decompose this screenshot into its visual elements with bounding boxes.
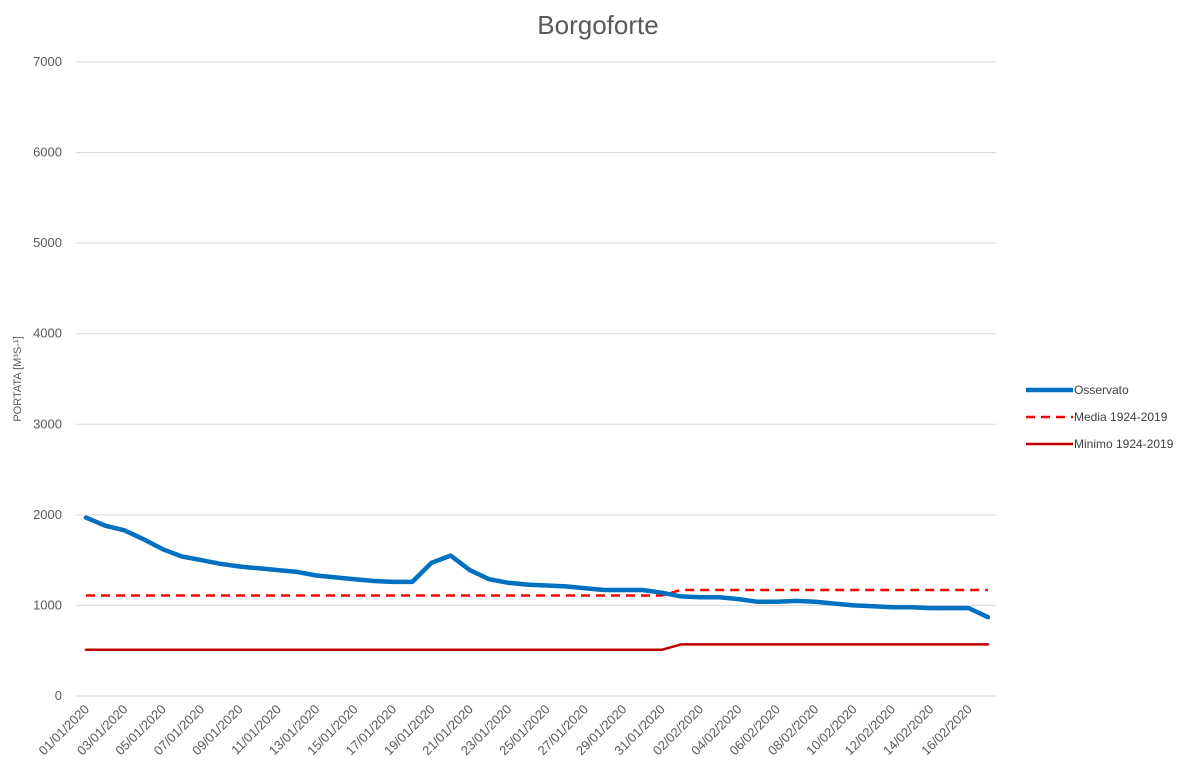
y-tick-label: 4000 bbox=[33, 326, 62, 341]
chart-title: Borgoforte bbox=[537, 10, 658, 40]
y-tick-label: 0 bbox=[55, 688, 62, 703]
series-line-minimo-1924-2019 bbox=[84, 643, 990, 652]
legend-entry: Media 1924-2019 bbox=[1074, 410, 1168, 424]
y-tick-label: 3000 bbox=[33, 416, 62, 431]
y-tick-label: 7000 bbox=[33, 54, 62, 69]
y-tick-label: 1000 bbox=[33, 597, 62, 612]
y-axis-ticks: 0 1000 2000 3000 4000 5000 6000 7000 bbox=[33, 54, 62, 703]
x-axis-ticks: 01/01/202003/01/202005/01/202007/01/2020… bbox=[35, 702, 974, 759]
series-line-osservato bbox=[83, 515, 991, 620]
y-axis-label: PORTATA [M³S-¹] bbox=[12, 336, 24, 421]
legend: Osservato Media 1924-2019 Minimo 1924-2019 bbox=[1026, 383, 1174, 451]
legend-entry: Minimo 1924-2019 bbox=[1074, 437, 1174, 451]
series-line-media-1924-2019 bbox=[86, 588, 988, 597]
y-tick-label: 2000 bbox=[33, 507, 62, 522]
legend-entry: Osservato bbox=[1074, 383, 1129, 397]
gridlines bbox=[76, 61, 996, 697]
series-lines bbox=[83, 515, 991, 652]
y-tick-label: 5000 bbox=[33, 235, 62, 250]
y-tick-label: 6000 bbox=[33, 145, 62, 160]
